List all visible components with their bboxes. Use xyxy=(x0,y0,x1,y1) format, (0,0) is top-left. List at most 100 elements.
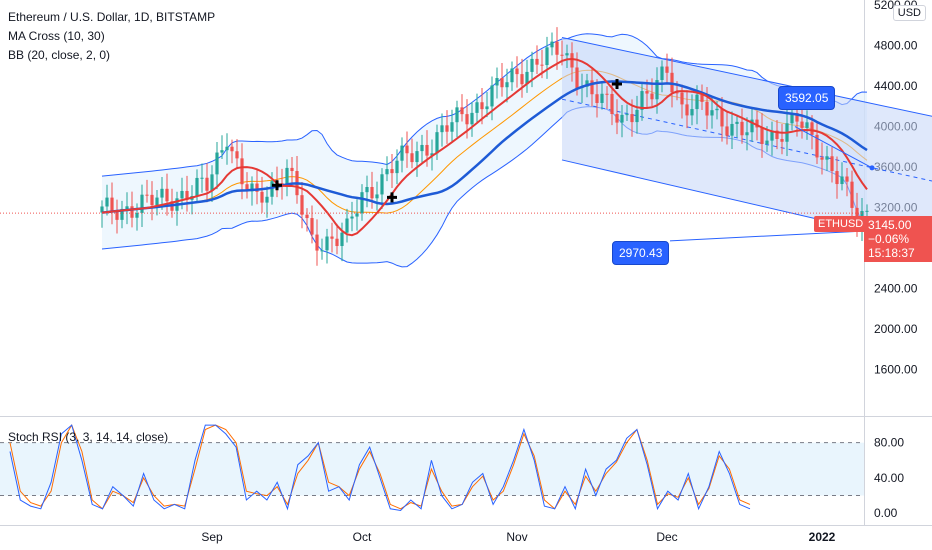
price-tick-label: 2400.00 xyxy=(874,281,918,295)
ma-cross-legend[interactable]: MA Cross (10, 30) xyxy=(8,29,105,43)
candle-body xyxy=(730,123,734,136)
candle-body xyxy=(185,190,189,200)
candle-body xyxy=(680,92,684,105)
candle-body xyxy=(110,197,114,212)
candle-body xyxy=(445,125,449,132)
candle-body xyxy=(435,132,439,154)
candle-body xyxy=(565,53,569,56)
candle-body xyxy=(525,71,529,85)
candle-body xyxy=(120,208,124,220)
candle-body xyxy=(165,188,169,202)
candle-body xyxy=(350,216,354,219)
candle-body xyxy=(630,114,634,123)
candle-body xyxy=(210,174,214,191)
candle-body xyxy=(125,206,129,209)
candle-body xyxy=(640,91,644,110)
candle-body xyxy=(490,85,494,107)
candle-body xyxy=(750,119,754,133)
candle-body xyxy=(475,102,479,113)
time-tick-label: 2022 xyxy=(809,530,836,544)
candle-body xyxy=(500,78,504,88)
channel-upper-line xyxy=(561,36,932,117)
candle-body xyxy=(745,132,749,136)
candle-body xyxy=(455,107,459,123)
candle-body xyxy=(740,121,744,136)
candle-body xyxy=(300,195,304,215)
candle-body xyxy=(335,238,339,247)
price-tick-label: 2000.00 xyxy=(874,322,918,336)
candle-body xyxy=(410,153,414,163)
candle-body xyxy=(465,114,469,125)
candle-body xyxy=(135,212,139,218)
candle-body xyxy=(805,122,809,128)
lower-callout-leader xyxy=(669,230,871,242)
candle-body xyxy=(700,94,704,102)
candle-body xyxy=(270,181,274,197)
candle-body xyxy=(395,160,399,174)
candle-body xyxy=(585,80,589,87)
candle-body xyxy=(560,54,564,56)
candle-body xyxy=(345,218,349,233)
lower-callout-label[interactable]: 2970.43 xyxy=(612,241,670,265)
candle-body xyxy=(285,167,289,187)
candle-body xyxy=(215,152,219,175)
candle-body xyxy=(385,169,389,175)
candle-body xyxy=(485,106,489,110)
price-tick-label: 4800.00 xyxy=(874,39,918,53)
candle-body xyxy=(850,181,854,208)
candle-body xyxy=(545,47,549,66)
stoch-tick-label: 40.00 xyxy=(874,471,904,485)
candle-body xyxy=(155,197,159,206)
candle-body xyxy=(620,114,624,123)
currency-button[interactable]: USD xyxy=(892,5,926,21)
time-tick-label: Oct xyxy=(353,530,372,544)
candle-body xyxy=(590,80,594,95)
ma-cross-marker xyxy=(612,79,622,90)
stoch-tick-label: 0.00 xyxy=(874,506,898,520)
candle-body xyxy=(780,138,784,142)
stoch-rsi-legend[interactable]: Stoch RSI (3, 3, 14, 14, close) xyxy=(8,430,169,444)
candle-body xyxy=(470,112,474,125)
price-tick-label: 1600.00 xyxy=(874,362,918,376)
candle-body xyxy=(375,194,379,199)
upper-callout-label[interactable]: 3592.05 xyxy=(778,86,836,110)
ma-fast-line xyxy=(101,57,868,237)
candle-body xyxy=(645,91,649,94)
candle-body xyxy=(520,74,524,85)
candle-body xyxy=(325,236,329,251)
bb-legend[interactable]: BB (20, close, 2, 0) xyxy=(8,48,111,62)
candle-body xyxy=(770,130,774,141)
candle-body xyxy=(835,171,839,185)
candle-body xyxy=(550,41,554,48)
candle-body xyxy=(320,250,324,252)
stoch-d-line xyxy=(9,423,751,510)
candle-body xyxy=(625,114,629,116)
candle-body xyxy=(720,108,724,127)
candle-body xyxy=(595,94,599,103)
candle-body xyxy=(775,130,779,139)
stoch-tick-label: 80.00 xyxy=(874,436,904,450)
stoch-k-line xyxy=(9,424,751,512)
candle-body xyxy=(535,58,539,65)
price-tick-label: 4400.00 xyxy=(874,79,918,93)
candle-body xyxy=(665,66,669,73)
candle-body xyxy=(725,126,729,136)
candle-body xyxy=(420,144,424,152)
candle-body xyxy=(660,66,664,81)
candle-body xyxy=(100,206,104,213)
candle-body xyxy=(495,78,499,86)
candle-body xyxy=(305,214,309,219)
candle-body xyxy=(570,53,574,68)
candle-body xyxy=(195,177,199,196)
candle-body xyxy=(610,93,614,115)
candle-body xyxy=(810,122,814,135)
candle-body xyxy=(675,92,679,94)
candle-body xyxy=(260,191,264,203)
candle-body xyxy=(790,113,794,124)
candle-body xyxy=(845,176,849,182)
candle-body xyxy=(735,121,739,124)
candle-body xyxy=(515,68,519,75)
candle-body xyxy=(105,197,109,207)
candle-body xyxy=(235,151,239,159)
